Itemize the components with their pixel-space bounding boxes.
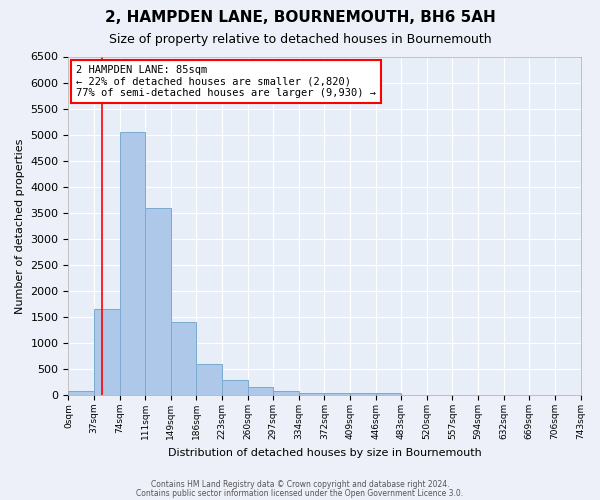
Bar bbox=[299, 392, 325, 395]
Text: Contains HM Land Registry data © Crown copyright and database right 2024.: Contains HM Land Registry data © Crown c… bbox=[151, 480, 449, 489]
X-axis label: Distribution of detached houses by size in Bournemouth: Distribution of detached houses by size … bbox=[167, 448, 481, 458]
Bar bbox=[273, 391, 299, 395]
Bar bbox=[248, 388, 273, 395]
Bar bbox=[376, 392, 401, 395]
Bar bbox=[171, 322, 196, 395]
Bar bbox=[325, 392, 350, 395]
Bar bbox=[119, 132, 145, 395]
Bar bbox=[350, 392, 376, 395]
Text: 2 HAMPDEN LANE: 85sqm
← 22% of detached houses are smaller (2,820)
77% of semi-d: 2 HAMPDEN LANE: 85sqm ← 22% of detached … bbox=[76, 65, 376, 98]
Bar bbox=[68, 391, 94, 395]
Text: 2, HAMPDEN LANE, BOURNEMOUTH, BH6 5AH: 2, HAMPDEN LANE, BOURNEMOUTH, BH6 5AH bbox=[104, 10, 496, 25]
Bar bbox=[145, 208, 171, 395]
Bar bbox=[222, 380, 248, 395]
Text: Size of property relative to detached houses in Bournemouth: Size of property relative to detached ho… bbox=[109, 32, 491, 46]
Bar bbox=[94, 309, 119, 395]
Bar bbox=[196, 364, 222, 395]
Y-axis label: Number of detached properties: Number of detached properties bbox=[15, 138, 25, 314]
Text: Contains public sector information licensed under the Open Government Licence 3.: Contains public sector information licen… bbox=[136, 489, 464, 498]
